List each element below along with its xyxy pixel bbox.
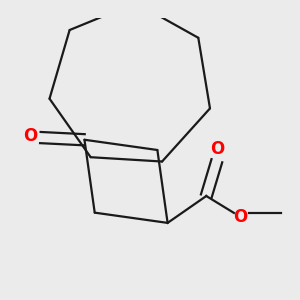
- Text: O: O: [23, 127, 37, 145]
- Text: O: O: [210, 140, 224, 158]
- Text: O: O: [233, 208, 247, 226]
